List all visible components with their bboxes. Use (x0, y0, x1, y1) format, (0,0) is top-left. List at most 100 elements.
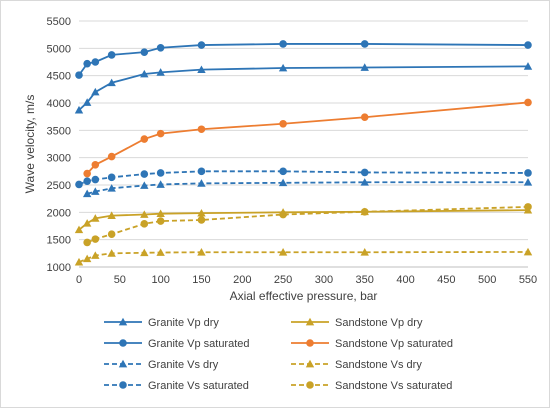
data-point (83, 169, 91, 178)
data-point (197, 179, 206, 187)
data-point (360, 207, 369, 216)
data-point (197, 41, 206, 49)
data-point (107, 184, 116, 192)
data-point (91, 87, 100, 96)
data-point (524, 203, 532, 211)
series-line (78, 43, 529, 76)
legend-label: Sandstone Vp saturated (335, 338, 453, 350)
y-tick-label: 1000 (47, 262, 71, 274)
legend-label: Sandstone Vs saturated (335, 380, 452, 392)
legend-swatch-marker (306, 339, 314, 347)
x-tick-label: 250 (274, 274, 292, 286)
legend-item: Granite Vs dry (104, 359, 219, 371)
y-axis-title: Wave velocity, m/s (23, 95, 37, 194)
x-tick-label: 50 (114, 274, 126, 286)
data-point (197, 208, 206, 217)
x-tick-label: 0 (76, 274, 82, 286)
data-point (524, 98, 532, 107)
data-point (156, 248, 165, 256)
legend-label: Granite Vp dry (148, 317, 219, 329)
data-point (91, 214, 100, 222)
x-tick-label: 100 (151, 274, 169, 286)
legend-item: Sandstone Vs saturated (291, 380, 452, 392)
legend-item: Granite Vp saturated (104, 338, 250, 350)
legend-item: Sandstone Vp saturated (291, 338, 453, 350)
x-tick-label: 550 (519, 274, 537, 286)
data-point (156, 68, 165, 76)
data-point (91, 187, 100, 195)
series-line (78, 209, 529, 231)
data-point (91, 175, 100, 184)
series-line (86, 181, 528, 195)
data-point (156, 129, 165, 138)
series-line (78, 170, 529, 186)
data-point (278, 63, 288, 72)
data-point (360, 248, 369, 256)
x-tick-label: 200 (233, 274, 251, 286)
series-7 (83, 203, 532, 247)
data-point (156, 43, 165, 52)
series-0 (74, 62, 533, 114)
data-point (360, 178, 369, 186)
data-point (197, 216, 206, 224)
legend-swatch-marker (118, 359, 128, 368)
series-layer (74, 40, 533, 266)
data-point (156, 180, 165, 188)
data-point (140, 48, 149, 56)
data-point (107, 173, 116, 182)
y-tick-label: 3500 (47, 125, 71, 137)
data-point (140, 69, 149, 78)
series-4 (82, 178, 533, 198)
legend-item: Granite Vp dry (104, 317, 219, 329)
data-point (156, 209, 165, 218)
y-tick-label: 2500 (47, 180, 71, 192)
data-point (83, 238, 91, 247)
data-point (91, 58, 100, 66)
data-point (279, 119, 287, 128)
series-2 (75, 40, 532, 79)
data-point (197, 65, 206, 74)
legend-label: Granite Vs dry (148, 359, 219, 371)
x-tick-label: 150 (192, 274, 210, 286)
legend-item: Sandstone Vp dry (291, 317, 423, 329)
data-point (140, 248, 149, 257)
data-point (83, 177, 91, 185)
legend-swatch-marker (306, 381, 314, 389)
data-point (82, 98, 92, 106)
data-point (524, 169, 532, 177)
data-point (360, 168, 369, 177)
axis-layer: 1000150020002500300035004000450050005500… (47, 16, 538, 286)
legend-swatch-marker (305, 317, 315, 326)
series-6 (75, 167, 532, 189)
legend-swatch-marker (119, 339, 127, 347)
data-point (75, 71, 83, 79)
data-point (107, 152, 116, 161)
data-point (197, 125, 206, 134)
data-point (107, 230, 116, 238)
series-1 (74, 205, 533, 234)
series-5 (74, 247, 533, 266)
data-point (279, 40, 287, 48)
data-point (278, 248, 288, 256)
series-line (86, 101, 529, 175)
data-point (140, 220, 149, 228)
data-point (74, 105, 84, 114)
data-point (74, 257, 84, 266)
data-point (75, 180, 83, 189)
x-tick-label: 300 (315, 274, 333, 286)
data-point (140, 181, 149, 189)
data-point (523, 62, 533, 70)
data-point (91, 160, 100, 169)
data-point (360, 40, 369, 48)
series-line (78, 251, 529, 263)
data-point (82, 219, 92, 227)
y-tick-label: 5000 (47, 43, 71, 55)
data-point (91, 235, 100, 243)
data-point (107, 78, 116, 87)
data-point (140, 170, 149, 178)
data-point (91, 251, 100, 259)
legend-item: Sandstone Vs dry (291, 359, 422, 371)
x-axis-title: Axial effective pressure, bar (230, 289, 378, 303)
data-point (107, 211, 116, 219)
